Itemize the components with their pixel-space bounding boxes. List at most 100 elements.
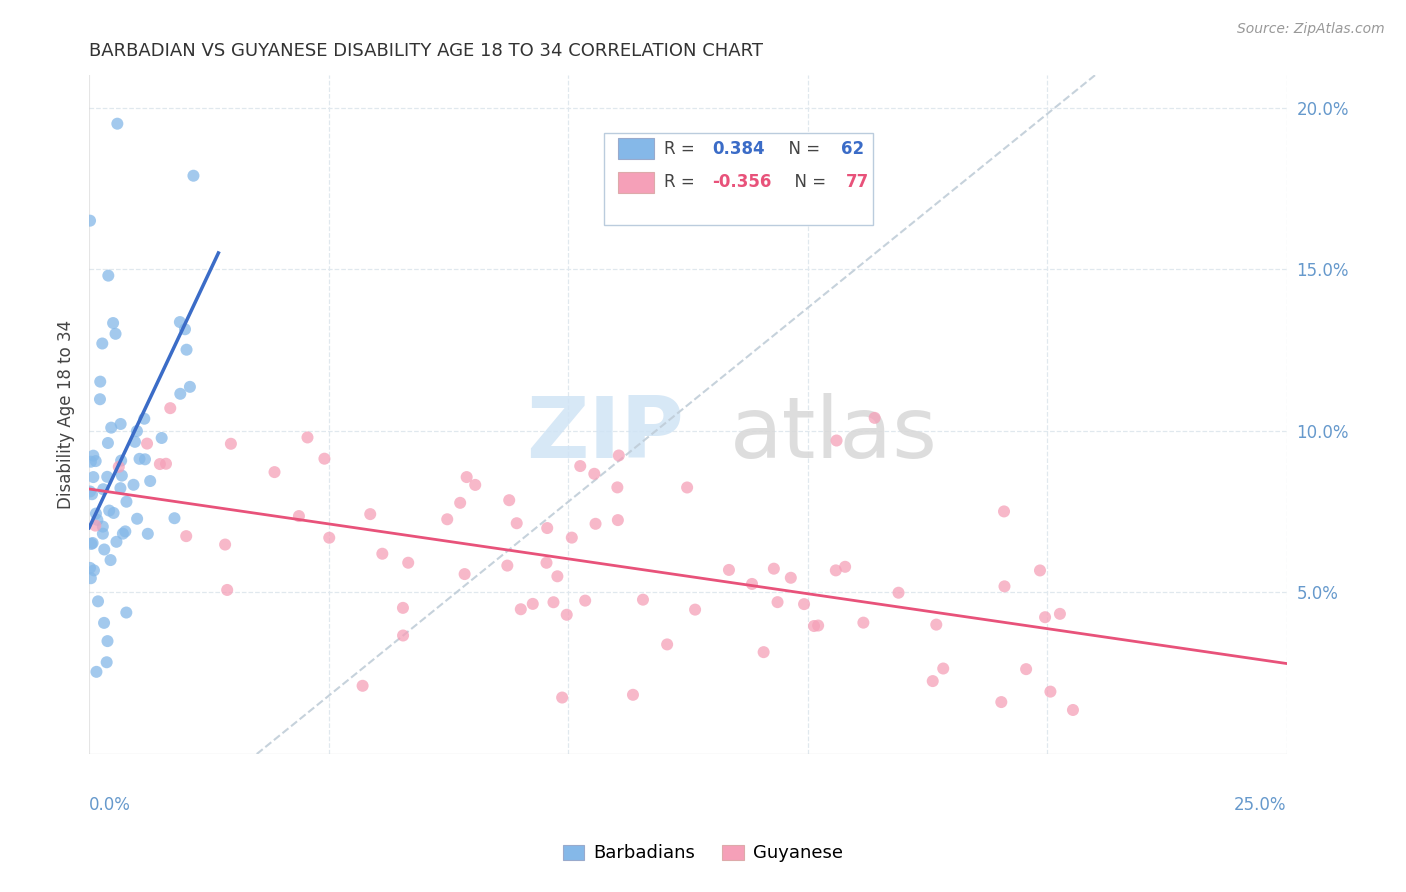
Point	[863, 410, 886, 425]
Point	[111, 526, 134, 541]
Point	[80, 537, 103, 551]
Point	[536, 521, 558, 535]
Point	[115, 606, 138, 620]
Point	[392, 600, 415, 615]
Point	[359, 507, 381, 521]
Text: 0.0%: 0.0%	[89, 796, 131, 814]
Point	[583, 467, 606, 481]
FancyBboxPatch shape	[605, 133, 873, 225]
Point	[464, 478, 486, 492]
Point	[103, 506, 125, 520]
Point	[993, 504, 1015, 518]
Point	[93, 542, 115, 557]
Point	[551, 690, 574, 705]
Point	[887, 585, 910, 599]
Point	[990, 695, 1012, 709]
Point	[125, 424, 148, 438]
Point	[136, 526, 159, 541]
Point	[352, 679, 374, 693]
Text: BARBADIAN VS GUYANESE DISABILITY AGE 18 TO 34 CORRELATION CHART: BARBADIAN VS GUYANESE DISABILITY AGE 18 …	[89, 42, 763, 60]
Point	[546, 569, 568, 583]
Point	[79, 213, 101, 227]
Point	[84, 507, 107, 521]
Point	[396, 556, 419, 570]
Point	[98, 503, 121, 517]
Point	[105, 117, 128, 131]
Point	[621, 688, 644, 702]
Point	[1049, 607, 1071, 621]
Text: 77: 77	[846, 173, 869, 192]
Point	[631, 592, 654, 607]
Point	[159, 401, 181, 416]
Text: atlas: atlas	[730, 393, 938, 476]
Point	[263, 465, 285, 479]
Point	[498, 493, 520, 508]
Point	[288, 509, 311, 524]
Point	[655, 637, 678, 651]
Point	[163, 511, 186, 525]
Point	[183, 169, 205, 183]
Point	[80, 455, 103, 469]
Point	[150, 431, 173, 445]
Point	[83, 563, 105, 577]
Point	[96, 470, 118, 484]
Point	[149, 457, 172, 471]
Point	[134, 452, 156, 467]
Point	[84, 454, 107, 468]
Point	[86, 665, 108, 679]
Point	[1062, 703, 1084, 717]
Text: -0.356: -0.356	[711, 173, 770, 192]
Point	[683, 602, 706, 616]
Point	[101, 316, 124, 330]
Point	[91, 526, 114, 541]
Point	[169, 386, 191, 401]
Point	[214, 537, 236, 551]
Y-axis label: Disability Age 18 to 34: Disability Age 18 to 34	[58, 320, 75, 509]
Point	[110, 453, 132, 467]
Point	[174, 529, 197, 543]
Point	[100, 553, 122, 567]
FancyBboxPatch shape	[619, 138, 654, 159]
Point	[107, 459, 129, 474]
Text: N =: N =	[778, 139, 825, 158]
Point	[449, 496, 471, 510]
Point	[136, 436, 159, 450]
Point	[104, 326, 127, 341]
Point	[1033, 610, 1056, 624]
Point	[569, 458, 592, 473]
Point	[824, 563, 846, 577]
Point	[96, 634, 118, 648]
Point	[522, 597, 544, 611]
Point	[115, 494, 138, 508]
Point	[110, 481, 132, 495]
Point	[87, 594, 110, 608]
Point	[122, 477, 145, 491]
Point	[84, 518, 107, 533]
Text: Source: ZipAtlas.com: Source: ZipAtlas.com	[1237, 22, 1385, 37]
Point	[82, 449, 104, 463]
Point	[453, 567, 475, 582]
Point	[561, 531, 583, 545]
Text: R =: R =	[664, 139, 700, 158]
Point	[606, 513, 628, 527]
Point	[543, 595, 565, 609]
Point	[100, 420, 122, 434]
Legend: Barbadians, Guyanese: Barbadians, Guyanese	[555, 838, 851, 870]
Point	[371, 547, 394, 561]
Point	[174, 322, 197, 336]
Text: N =: N =	[783, 173, 831, 192]
Text: R =: R =	[664, 173, 700, 192]
Point	[834, 559, 856, 574]
Point	[925, 617, 948, 632]
Point	[82, 470, 104, 484]
Point	[314, 451, 336, 466]
Point	[803, 619, 825, 633]
Point	[717, 563, 740, 577]
Point	[89, 375, 111, 389]
Point	[89, 392, 111, 407]
Point	[741, 577, 763, 591]
Point	[607, 449, 630, 463]
Point	[93, 615, 115, 630]
Point	[105, 534, 128, 549]
Point	[297, 430, 319, 444]
